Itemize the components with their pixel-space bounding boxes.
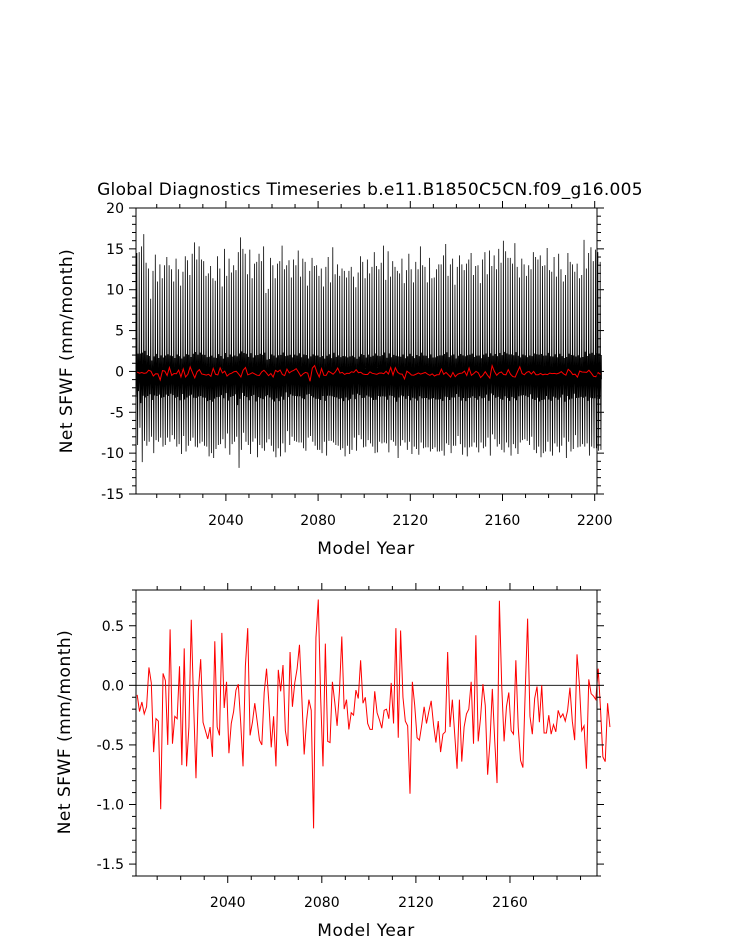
top-x-tick-label: 2120	[392, 513, 428, 529]
top-y-tick-label: -15	[101, 487, 124, 503]
bottom-x-tick-label: 2120	[398, 895, 434, 911]
top-x-tick-label: 2080	[300, 513, 336, 529]
top-y-tick-label: -10	[101, 446, 124, 462]
bottom-panel: 2040 2080 2120 2160 -1.5 -1.0 -0.5 0.0 0.5 Model…	[55, 583, 611, 941]
bottom-annual-mean-line	[136, 599, 611, 829]
bottom-y-tick-label: -0.5	[97, 738, 124, 754]
top-x-axis-label: Model Year	[317, 539, 414, 559]
bottom-y-tick-label: -1.5	[97, 857, 124, 873]
top-y-axis-label: Net SFWF (mm/month)	[57, 249, 77, 454]
bottom-y-tick-label: 0.5	[102, 619, 124, 635]
top-y-tick-label: -5	[110, 405, 124, 421]
top-x-tick-label: 2040	[208, 513, 244, 529]
bottom-x-axis-label: Model Year	[317, 921, 414, 941]
top-plot-frame	[135, 207, 598, 495]
top-plot-data	[135, 234, 602, 468]
figure-title: Global Diagnostics Timeseries b.e11.B185…	[97, 180, 643, 200]
bottom-y-tick-label: -1.0	[97, 798, 124, 814]
bottom-x-tick-label: 2160	[492, 895, 528, 911]
top-y-tick-label: 20	[106, 201, 124, 217]
top-y-tick-label: 0	[115, 364, 124, 380]
bottom-x-tick-label: 2080	[304, 895, 340, 911]
bottom-y-tick-label: 0.0	[102, 678, 124, 694]
top-annual-mean-line	[136, 363, 601, 382]
top-y-tick-label: 5	[115, 324, 124, 340]
bottom-y-axis-label: Net SFWF (mm/month)	[55, 630, 75, 835]
bottom-plot-data	[136, 599, 611, 829]
bottom-x-tick-label: 2040	[210, 895, 246, 911]
top-y-tick-label: 10	[106, 283, 124, 299]
top-y-tick-label: 15	[106, 242, 124, 258]
top-x-tick-label: 2200	[577, 513, 613, 529]
top-monthly-series-line	[135, 234, 602, 468]
top-panel: 2040 2080 2120 2160 2200 -15 -10 -5 0 5 10 15 20 Mod…	[57, 201, 613, 559]
top-axes-ticks: 2040 2080 2120 2160 2200 -15 -10 -5 0 5 10 15 20	[101, 201, 613, 529]
bottom-axes-ticks: 2040 2080 2120 2160 -1.5 -1.0 -0.5 0.0 0.5	[97, 583, 604, 911]
top-x-tick-label: 2160	[485, 513, 521, 529]
